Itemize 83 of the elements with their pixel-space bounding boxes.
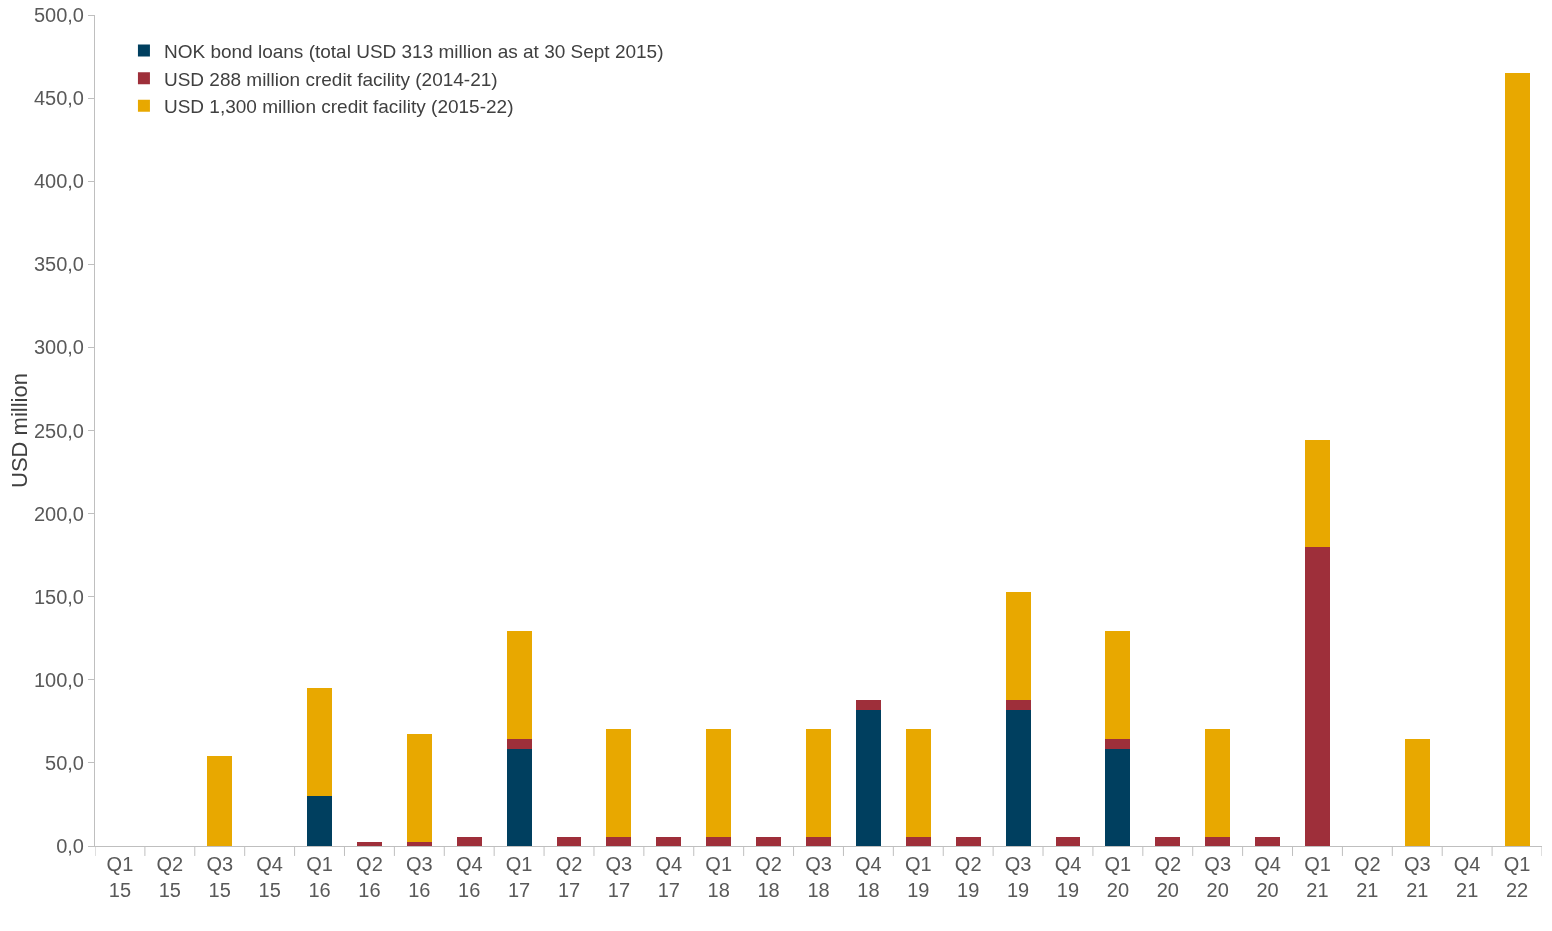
x-tick-label: Q1 16	[306, 853, 333, 901]
bar	[307, 688, 333, 797]
bar	[1105, 630, 1131, 739]
x-tick-label: Q1 18	[705, 853, 733, 901]
x-tick-label: Q3 20	[1204, 853, 1232, 901]
x-tick-label: Q4 20	[1254, 853, 1281, 901]
bar	[855, 709, 881, 846]
x-tick-label: Q1 19	[904, 853, 932, 901]
bar	[1404, 738, 1430, 846]
bar	[1055, 836, 1081, 846]
y-axis-title: USD million	[6, 373, 32, 488]
x-tick-label: Q3 19	[1004, 853, 1032, 901]
bar	[1255, 836, 1281, 846]
bar	[855, 699, 881, 710]
y-tick-label: 100,0	[33, 668, 84, 691]
bar	[207, 756, 233, 846]
bar	[656, 836, 682, 846]
bar	[1105, 748, 1131, 846]
x-tick-label: Q2 19	[954, 853, 982, 901]
x-tick-label: Q2 21	[1354, 853, 1381, 901]
bar	[406, 733, 432, 842]
bar	[406, 841, 432, 846]
bar	[756, 836, 782, 846]
bar	[1504, 73, 1530, 846]
x-tick-label: Q4 18	[855, 853, 882, 901]
x-tick-label: Q2 16	[356, 853, 383, 901]
x-tick-label: Q4 21	[1453, 853, 1481, 901]
x-tick-label: Q3 15	[206, 853, 234, 901]
bar	[606, 728, 632, 837]
bar	[506, 738, 532, 749]
y-tick-label: 150,0	[33, 585, 84, 608]
x-tick-label: Q1 22	[1503, 853, 1531, 901]
y-tick-label: 350,0	[33, 253, 84, 276]
x-tick-label: Q4 19	[1054, 853, 1082, 901]
y-tick-label: 0,0	[56, 835, 84, 857]
bar	[506, 630, 532, 739]
x-tick-label: Q3 18	[805, 853, 832, 901]
x-tick-label: Q3 17	[605, 853, 633, 901]
bar	[1205, 728, 1231, 837]
bar	[706, 836, 732, 846]
bar	[1155, 836, 1181, 846]
x-tick-label: Q2 15	[156, 853, 184, 901]
bar	[456, 836, 482, 846]
bar	[1005, 709, 1031, 846]
x-tick-label: Q4 17	[655, 853, 683, 901]
bar	[356, 841, 382, 846]
x-tick-label: Q4 16	[455, 853, 483, 901]
y-tick-label: 400,0	[33, 170, 84, 193]
bar	[506, 748, 532, 846]
x-tick-label: Q2 18	[755, 853, 782, 901]
y-tick-label: 300,0	[33, 336, 84, 359]
x-tick-label: Q2 17	[555, 853, 583, 901]
bar	[606, 836, 632, 846]
x-tick-label: Q1 15	[106, 853, 134, 901]
bar	[905, 728, 931, 837]
bar	[806, 836, 831, 846]
y-tick-label: 450,0	[33, 87, 84, 110]
bar	[1005, 591, 1031, 700]
bar	[556, 836, 582, 846]
bar	[1005, 699, 1031, 710]
bar	[307, 796, 333, 846]
x-tick-label: Q3 21	[1403, 853, 1431, 901]
bar	[706, 728, 732, 837]
y-tick-label: 500,0	[33, 4, 84, 26]
bar	[1304, 440, 1330, 547]
x-tick-label: Q1 20	[1104, 853, 1132, 901]
bar	[1304, 546, 1330, 846]
legend-label: NOK bond loans (total USD 313 million as at 30 Sept 2015)	[163, 40, 664, 62]
bar	[1105, 738, 1131, 749]
x-tick-label: Q2 20	[1154, 853, 1182, 901]
bar	[1205, 836, 1231, 846]
x-tick-label: Q3 16	[405, 853, 433, 901]
legend-label: USD 288 million credit facility (2014-21)	[163, 68, 498, 90]
bar	[905, 836, 931, 846]
y-tick-label: 200,0	[33, 502, 84, 525]
x-tick-label: Q1 17	[505, 853, 533, 901]
y-tick-label: 250,0	[33, 419, 84, 442]
bar	[955, 836, 981, 846]
bar	[806, 728, 831, 837]
legend-label: USD 1,300 million credit facility (2015-22)	[163, 96, 514, 118]
x-tick-label: Q1 21	[1304, 853, 1331, 901]
x-tick-label: Q4 15	[256, 853, 283, 901]
y-tick-label: 50,0	[45, 751, 84, 774]
